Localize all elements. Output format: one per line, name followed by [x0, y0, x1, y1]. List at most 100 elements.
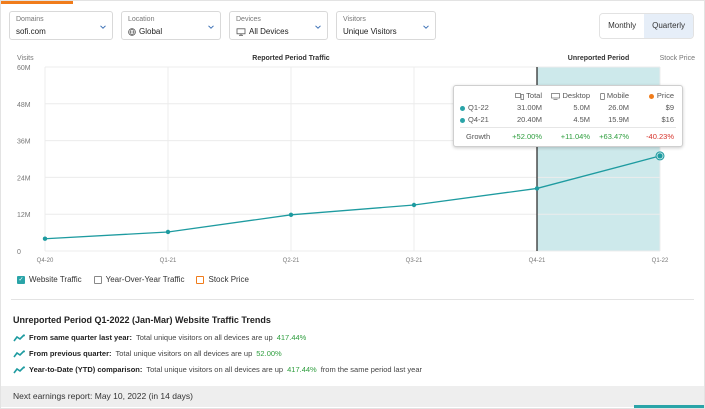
visitors-value: Unique Visitors	[343, 27, 397, 36]
tooltip-header: Total Desktop Mobile Price	[454, 91, 682, 102]
location-select[interactable]: Location Global	[121, 11, 221, 40]
checkbox-icon[interactable]	[93, 275, 102, 284]
earnings-footer: Next earnings report: May 10, 2022 (in 1…	[1, 386, 704, 407]
tooltip-price-header: Price	[656, 91, 674, 100]
y-tick-label: 48M	[17, 102, 31, 109]
chart-legend: ✓ Website Traffic Year-Over-Year Traffic…	[17, 275, 249, 284]
legend-stock-price[interactable]: Stock Price	[196, 275, 249, 284]
trend-item: From same quarter last year: Total uniqu…	[13, 333, 306, 342]
y-tick-label: 60M	[17, 65, 31, 72]
x-tick-label: Q1-21	[160, 258, 177, 264]
tooltip-mobile: 15.9M	[608, 115, 629, 124]
trend-text: Total unique visitors on all devices are…	[146, 365, 284, 374]
trend-value: 417.44%	[287, 365, 317, 374]
data-point	[165, 229, 171, 235]
accent-bar	[634, 405, 704, 408]
series-line	[44, 155, 661, 240]
y-tick-label: 24M	[17, 175, 31, 182]
growth-price: -40.23%	[646, 132, 674, 141]
tooltip-desktop-header: Desktop	[562, 91, 590, 100]
tooltip-price: $16	[661, 115, 674, 124]
y-axis-label: Visits	[17, 55, 34, 62]
growth-mobile: +63.47%	[599, 132, 629, 141]
trend-label: From same quarter last year:	[29, 333, 132, 342]
globe-icon	[128, 28, 136, 36]
checkbox-checked-icon[interactable]: ✓	[17, 275, 25, 284]
data-point	[411, 202, 417, 208]
visitors-select[interactable]: Visitors Unique Visitors	[336, 11, 436, 40]
tooltip-row: Q4-21 20.40M 4.5M 15.9M $16	[454, 115, 682, 126]
section-divider	[11, 299, 694, 300]
period-toggle: Monthly Quarterly	[599, 13, 694, 39]
tooltip-total: 31.00M	[516, 103, 542, 112]
growth-desktop: +11.04%	[560, 132, 590, 141]
tooltip-total: 20.40M	[516, 115, 542, 124]
visitors-label: Visitors	[343, 16, 366, 23]
series-dot-icon	[460, 105, 465, 111]
tooltip-desktop: 5.0M	[573, 103, 590, 112]
domains-value: sofi.com	[16, 27, 46, 36]
trend-icon	[13, 333, 25, 341]
trend-icon	[13, 365, 25, 373]
y-tick-label: 36M	[17, 139, 31, 146]
desktop-icon	[551, 92, 561, 100]
legend-label: Year-Over-Year Traffic	[105, 275, 185, 284]
trend-label: Year-to-Date (YTD) comparison:	[29, 365, 143, 374]
monthly-button[interactable]: Monthly	[600, 14, 645, 38]
data-point	[288, 212, 294, 218]
tooltip-desktop: 4.5M	[573, 115, 590, 124]
growth-label: Growth	[466, 132, 491, 141]
tooltip-mobile: 26.0M	[608, 103, 629, 112]
reported-period-label: Reported Period Traffic	[252, 55, 330, 62]
location-value: Global	[139, 27, 163, 36]
tooltip-divider	[460, 127, 676, 128]
legend-label: Website Traffic	[29, 275, 82, 284]
x-tick-label: Q2-21	[283, 258, 300, 264]
domains-select[interactable]: Domains sofi.com	[9, 11, 113, 40]
chevron-down-icon	[208, 25, 214, 29]
trend-text: Total unique visitors on all devices are…	[115, 349, 253, 358]
accent-bar	[1, 1, 73, 4]
right-axis-label: Stock Price	[660, 55, 696, 62]
domains-label: Domains	[16, 16, 44, 23]
data-point	[534, 186, 540, 191]
trend-value: 52.00%	[256, 349, 282, 358]
x-tick-label: Q1-22	[652, 258, 669, 264]
x-tick-label: Q4-21	[529, 258, 546, 264]
trend-item: Year-to-Date (YTD) comparison: Total uni…	[13, 365, 422, 374]
filter-bar: Domains sofi.com Location Global Devices…	[9, 11, 436, 40]
desktop-icon	[236, 28, 246, 36]
y-tick-label: 0	[17, 249, 21, 256]
data-point	[657, 153, 663, 159]
chevron-down-icon	[100, 25, 106, 29]
unreported-period-label: Unreported Period	[568, 55, 629, 62]
devices-value: All Devices	[249, 27, 289, 36]
location-label: Location	[128, 16, 155, 23]
data-point	[42, 236, 48, 241]
checkbox-icon[interactable]	[196, 275, 205, 284]
y-tick-label: 12M	[17, 212, 31, 219]
chart-svg: 0 12M 24M 36M 48M 60M Q4-20 Q1-21 Q2-21 Q3-21 Q4-2…	[17, 55, 696, 264]
x-tick-label: Q3-21	[406, 258, 423, 264]
trend-suffix: from the same period last year	[320, 365, 423, 374]
chart-tooltip: Total Desktop Mobile Price Q1-22 31.00M …	[453, 85, 683, 147]
legend-website-traffic[interactable]: ✓ Website Traffic	[17, 275, 82, 284]
trends-title: Unreported Period Q1-2022 (Jan-Mar) Webs…	[13, 315, 271, 325]
mobile-icon	[600, 92, 605, 100]
tooltip-period: Q1-22	[468, 103, 489, 112]
legend-yoy-traffic[interactable]: Year-Over-Year Traffic	[93, 275, 185, 284]
devices-icon	[515, 92, 525, 100]
quarterly-button[interactable]: Quarterly	[644, 14, 693, 38]
chevron-down-icon	[315, 25, 321, 29]
trend-label: From previous quarter:	[29, 349, 112, 358]
tooltip-total-header: Total	[526, 91, 542, 100]
tooltip-period: Q4-21	[468, 115, 489, 124]
tooltip-growth-row: Growth +52.00% +11.04% +63.47% -40.23%	[454, 132, 682, 143]
tooltip-mobile-header: Mobile	[606, 91, 629, 100]
devices-select[interactable]: Devices All Devices	[229, 11, 328, 40]
tooltip-price: $9	[665, 103, 674, 112]
trend-item: From previous quarter: Total unique visi…	[13, 349, 282, 358]
chevron-down-icon	[423, 25, 429, 29]
trend-text: Total unique visitors on all devices are…	[135, 333, 273, 342]
